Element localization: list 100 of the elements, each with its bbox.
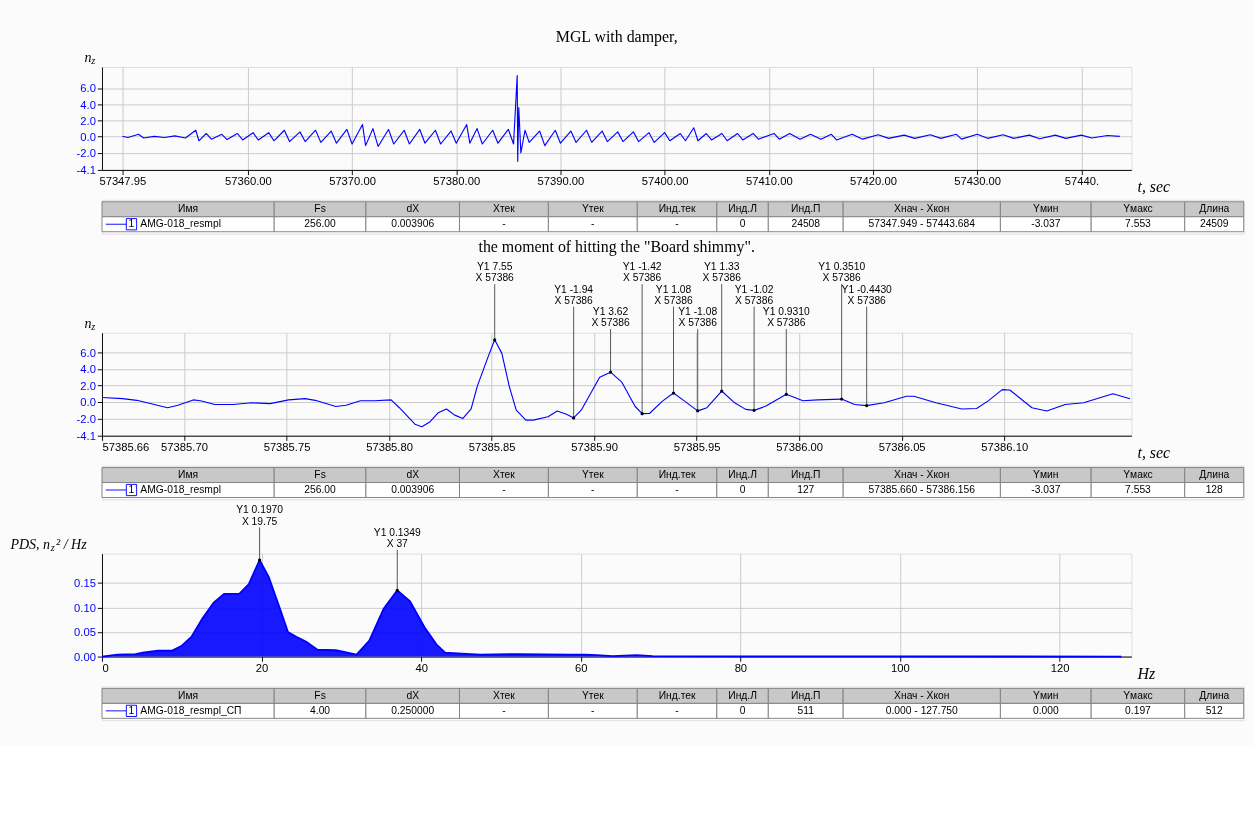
text: Yмин xyxy=(1033,468,1059,480)
y-tick-label: 0.10 xyxy=(74,601,96,614)
annotation: Y1 3.62 X 57386 xyxy=(591,306,630,329)
x-tick-label: 120 xyxy=(1050,662,1070,675)
text: Yмакс xyxy=(1123,203,1153,215)
text: Xнач - Xкон xyxy=(894,468,950,480)
chart-title: MGL with damper, xyxy=(555,27,678,46)
text: 1 xyxy=(128,704,135,716)
y-tick-label: 4.0 xyxy=(80,363,96,376)
text: 7.553 xyxy=(1125,483,1152,495)
text: -3.037 xyxy=(1031,483,1061,495)
text: -3.037 xyxy=(1031,218,1061,230)
text: dX xyxy=(406,468,420,480)
text: Fs xyxy=(314,468,326,480)
text: Xнач - Xкон xyxy=(894,203,950,215)
x-tick-label: 57347.95 xyxy=(99,175,147,188)
text: Yмин xyxy=(1033,203,1059,215)
text: Xтек xyxy=(493,689,516,701)
text: 0.250000 xyxy=(391,704,435,716)
text: - xyxy=(591,704,595,716)
legend-label: AMG-018_resmpl xyxy=(140,218,221,230)
text: Длина xyxy=(1199,689,1230,701)
x-tick-label: 60 xyxy=(575,662,588,675)
text: Имя xyxy=(178,689,199,701)
annotation: Y1 0.1349 X 37 xyxy=(373,526,421,550)
y-tick-label: 6.0 xyxy=(80,82,96,95)
x-tick-label: 57385.75 xyxy=(263,441,311,454)
text: - xyxy=(502,704,506,716)
annotation: Y1 0.3510 X 57386 xyxy=(818,261,866,284)
x-tick-label: 57386.05 xyxy=(878,441,926,454)
text: Yтек xyxy=(582,689,605,701)
text: - xyxy=(591,483,595,495)
annotation: Y1 -0.4430 X 57386 xyxy=(841,283,893,306)
x-tick-label: 0 xyxy=(102,662,109,675)
x-tick-label: 57410.00 xyxy=(745,175,793,188)
text: - xyxy=(502,483,506,495)
y-tick-label: -4.1 xyxy=(76,429,96,442)
x-tick-label: 57385.80 xyxy=(366,441,413,454)
text: 4.00 xyxy=(310,704,331,716)
text: 0 xyxy=(739,483,746,495)
text: - xyxy=(675,218,679,230)
text: 0 xyxy=(739,704,746,716)
text: Инд.П xyxy=(791,689,821,701)
text: 512 xyxy=(1205,704,1224,716)
x-tick-label: 57385.66 xyxy=(102,441,150,454)
text: 128 xyxy=(1205,483,1224,495)
text: dX xyxy=(406,203,420,215)
text: 0.000 - 127.750 xyxy=(885,704,959,716)
x-tick-label: 40 xyxy=(415,662,428,675)
x-tick-label: 57360.00 xyxy=(224,175,272,188)
x-tick-label: 80 xyxy=(734,662,748,675)
text: Инд.П xyxy=(791,203,821,215)
y-tick-label: 0.0 xyxy=(80,130,96,143)
annotation: Y1 -1.94 X 57386 xyxy=(554,283,594,306)
text: 1 xyxy=(128,483,135,495)
text: 256.00 xyxy=(304,483,337,495)
text: Yтек xyxy=(582,203,605,215)
text: Инд.тек xyxy=(658,689,696,701)
text: Имя xyxy=(178,203,199,215)
y-tick-label: 4.0 xyxy=(80,98,96,111)
text: 256.00 xyxy=(304,218,337,230)
text: 0.003906 xyxy=(391,483,435,495)
text: Fs xyxy=(314,689,326,701)
text: 0.000 xyxy=(1032,704,1059,716)
text: Длина xyxy=(1199,203,1230,215)
text: Инд.тек xyxy=(658,203,696,215)
x-tick-label: 57400.00 xyxy=(641,175,689,188)
text: Yмин xyxy=(1033,689,1059,701)
x-tick-label: 57440. xyxy=(1064,175,1100,188)
text: 57385.660 - 57386.156 xyxy=(868,483,976,495)
legend-label: AMG-018_resmpl xyxy=(140,483,221,495)
x-tick-label: 57385.95 xyxy=(673,441,721,454)
x-tick-label: 57370.00 xyxy=(329,175,376,188)
text: 511 xyxy=(797,704,815,716)
annotation: Y1 -1.42 X 57386 xyxy=(622,261,662,284)
text: - xyxy=(675,483,679,495)
line-series xyxy=(101,339,1131,428)
text: Yтек xyxy=(582,468,605,480)
text: 0.003906 xyxy=(391,218,435,230)
x-tick-label: 57385.70 xyxy=(161,441,208,454)
annotation: Y1 -1.08 X 57386 xyxy=(678,306,718,329)
text: - xyxy=(502,218,506,230)
text: 7.553 xyxy=(1125,218,1152,230)
x-axis-title: t, sec xyxy=(1137,443,1171,461)
text: 0.197 xyxy=(1125,704,1152,716)
x-tick-label: 57430.00 xyxy=(954,175,1002,188)
text: - xyxy=(675,704,679,716)
text: dX xyxy=(406,689,420,701)
text: Fs xyxy=(314,203,326,215)
x-tick-label: 57385.90 xyxy=(571,441,619,454)
x-tick-label: 20 xyxy=(255,662,269,675)
y-tick-label: 6.0 xyxy=(80,346,96,359)
chart-title: the moment of hitting the "Board shimmy". xyxy=(478,238,755,257)
x-tick-label: 57420.00 xyxy=(850,175,897,188)
text: Инд.Л xyxy=(728,689,757,701)
x-axis-title: Hz xyxy=(1136,664,1156,682)
y-tick-label: -2.0 xyxy=(76,147,96,160)
text: Инд.Л xyxy=(728,203,757,215)
text: Инд.Л xyxy=(728,468,757,480)
text: 24508 xyxy=(791,218,821,230)
